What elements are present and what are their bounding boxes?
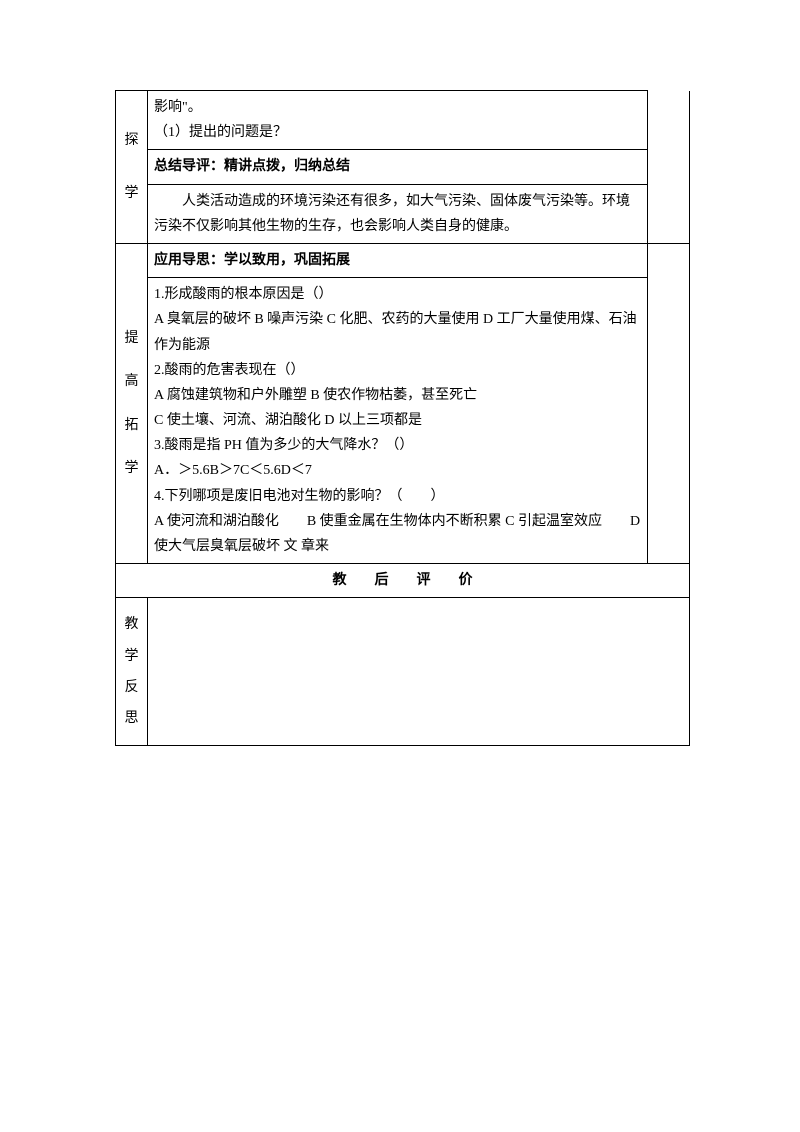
question-options: A 使河流和湖泊酸化 B 使重金属在生物体内不断积累 C 引起温室效应 D 使大… <box>154 509 641 559</box>
text-line: （1）提出的问题是？ <box>154 120 641 145</box>
label-char: 高 <box>118 369 145 394</box>
label-char: 提 <box>118 326 145 351</box>
question-options: A 臭氧层的破坏 B 噪声污染 C 化肥、农药的大量使用 D 工厂大量使用煤、石… <box>154 307 641 357</box>
question-text: 4.下列哪项是废旧电池对生物的影响？（ ） <box>154 484 641 509</box>
label-char: 学 <box>118 181 145 206</box>
label-char: 拓 <box>118 413 145 438</box>
tanxue-summary-content: 人类活动造成的环境污染还有很多，如大气污染、固体废气污染等。环境污染不仅影响其他… <box>148 184 648 243</box>
question-text: 3.酸雨是指 PH 值为多少的大气降水？（） <box>154 433 641 458</box>
label-char: 探 <box>118 128 145 153</box>
question-options: A．＞5.6B＞7C＜5.6D＜7 <box>154 458 641 483</box>
question-text: 2.酸雨的危害表现在（） <box>154 358 641 383</box>
text-paragraph: 人类活动造成的环境污染还有很多，如大气污染、固体废气污染等。环境污染不仅影响其他… <box>154 189 641 239</box>
tigao-header: 应用导思：学以致用，巩固拓展 <box>148 243 648 277</box>
section-label-reflection: 教 学 反 思 <box>116 598 148 746</box>
tigao-questions-cell: 1.形成酸雨的根本原因是（） A 臭氧层的破坏 B 噪声污染 C 化肥、农药的大… <box>148 278 648 564</box>
evaluation-header: 教 后 评 价 <box>116 564 690 598</box>
text-line: 影响"。 <box>154 95 641 120</box>
lesson-plan-table: 探 学 影响"。 （1）提出的问题是？ 总结导评：精讲点拨，归纳总结 人类活动造… <box>115 90 690 746</box>
label-char: 教 <box>118 612 145 637</box>
question-options: C 使土壤、河流、湖泊酸化 D 以上三项都是 <box>154 408 641 433</box>
tanxue-summary-header: 总结导评：精讲点拨，归纳总结 <box>148 150 648 184</box>
reflection-content-cell <box>148 598 690 746</box>
label-char: 反 <box>118 675 145 700</box>
section-label-tanxue: 探 学 <box>116 91 148 244</box>
question-options: A 腐蚀建筑物和户外雕塑 B 使农作物枯萎，甚至死亡 <box>154 383 641 408</box>
section-label-tigao: 提 高 拓 学 <box>116 243 148 563</box>
label-char: 思 <box>118 706 145 731</box>
tanxue-question-cell: 影响"。 （1）提出的问题是？ <box>148 91 648 150</box>
label-char: 学 <box>118 456 145 481</box>
label-char: 学 <box>118 644 145 669</box>
margin-cell <box>648 91 690 244</box>
question-text: 1.形成酸雨的根本原因是（） <box>154 282 641 307</box>
margin-cell <box>648 243 690 563</box>
